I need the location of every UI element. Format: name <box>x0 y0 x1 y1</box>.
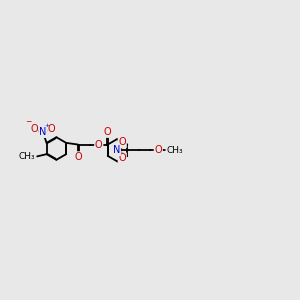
Text: O: O <box>104 127 112 137</box>
Text: CH₃: CH₃ <box>166 146 183 155</box>
Text: +: + <box>45 123 50 128</box>
Text: O: O <box>48 124 56 134</box>
Text: N: N <box>39 127 46 137</box>
Text: O: O <box>95 140 103 150</box>
Text: O: O <box>118 153 126 163</box>
Text: N: N <box>113 145 120 155</box>
Text: CH₃: CH₃ <box>19 152 35 161</box>
Text: O: O <box>74 152 82 162</box>
Text: O: O <box>118 137 126 147</box>
Text: O: O <box>30 124 38 134</box>
Text: O: O <box>154 145 162 155</box>
Text: −: − <box>26 117 32 126</box>
